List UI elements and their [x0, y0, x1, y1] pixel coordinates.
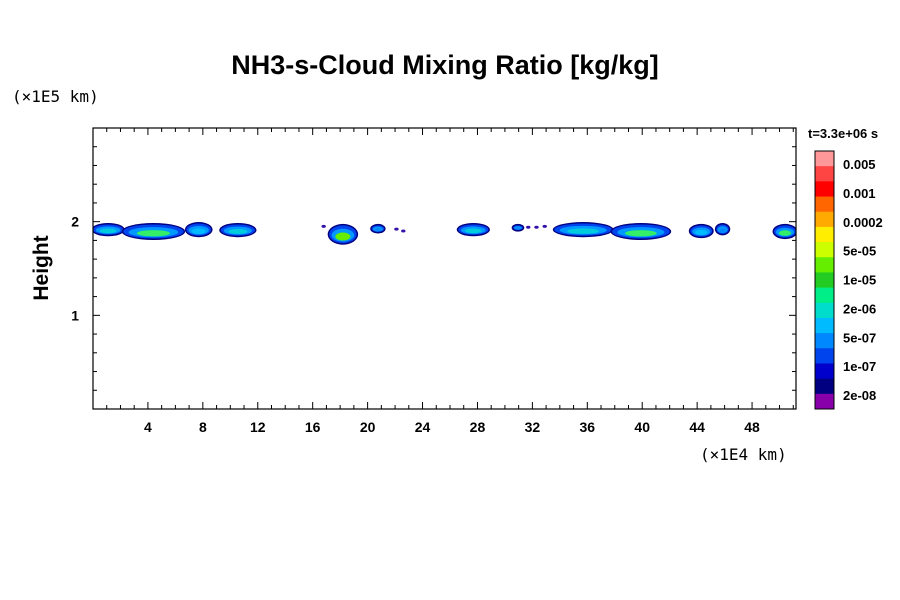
cloud-speck-6	[542, 224, 547, 228]
x-tick-label: 44	[689, 419, 705, 435]
time-label: t=3.3e+06 s	[808, 126, 878, 141]
colorbar-label: 0.0002	[843, 215, 883, 230]
colorbar-swatch	[815, 257, 834, 273]
x-tick-label: 12	[250, 419, 266, 435]
colorbar-label: 5e-07	[843, 330, 876, 345]
colorbar-frame	[814, 150, 835, 410]
chart-title: NH3-s-Cloud Mixing Ratio [kg/kg]	[231, 50, 659, 80]
x-axis-unit: (×1E4 km)	[700, 445, 787, 464]
colorbar-swatch	[815, 166, 834, 182]
cloud-13	[772, 223, 796, 240]
cloud-2	[121, 222, 186, 241]
cloud-5	[327, 223, 359, 245]
colorbar-swatch	[815, 317, 834, 334]
colorbar-swatch	[815, 196, 834, 213]
x-tick-label: 36	[580, 419, 596, 435]
colorbar-swatch	[815, 302, 834, 319]
cloud-speck-5	[534, 225, 539, 229]
cloud-6	[370, 223, 386, 234]
cloud-layer	[93, 222, 796, 245]
colorbar-label: 0.001	[843, 186, 876, 201]
colorbar-label: 2e-06	[843, 301, 876, 316]
x-tick-label: 20	[360, 419, 376, 435]
colorbar-swatch	[815, 363, 834, 380]
x-tick-label: 48	[744, 419, 760, 435]
colorbar-swatch	[815, 211, 834, 228]
colorbar-label: 1e-05	[843, 273, 876, 288]
cloud-speck-3	[401, 229, 406, 233]
colorbar-label: 0.005	[843, 157, 876, 172]
x-tick-label: 28	[470, 419, 486, 435]
y-axis-label: Height	[30, 235, 53, 300]
cloud-speck-1	[321, 224, 326, 228]
x-tick-label: 8	[199, 419, 207, 435]
x-tick-label: 40	[634, 419, 650, 435]
cloud-12	[714, 222, 731, 236]
cloud-1	[93, 222, 125, 237]
x-tick-label: 24	[415, 419, 431, 435]
colorbar-label: 2e-08	[843, 388, 876, 403]
colorbar-swatch	[815, 242, 834, 258]
cloud-8	[511, 223, 525, 232]
colorbar-label: 1e-07	[843, 359, 876, 374]
cloud-3	[184, 222, 213, 238]
colorbar-swatch	[815, 287, 834, 304]
x-axis: 4 8 12 16 20 24 28 32 36 40 44 48	[106, 128, 794, 435]
y-axis-unit: (×1E5 km)	[12, 87, 99, 106]
colorbar-swatch	[815, 151, 834, 167]
x-tick-label: 16	[305, 419, 321, 435]
y-tick-label: 2	[71, 214, 79, 230]
colorbar-swatch	[815, 181, 834, 198]
colorbar-swatch	[815, 378, 834, 395]
x-tick-label: 4	[144, 419, 152, 435]
colorbar-swatch	[815, 226, 834, 243]
cloud-speck-2	[394, 227, 399, 231]
plot-frame	[92, 127, 797, 410]
colorbar-swatch	[815, 272, 834, 289]
cloud-10	[610, 222, 672, 241]
x-tick-label: 32	[525, 419, 541, 435]
cloud-4	[219, 222, 257, 238]
cloud-11	[688, 223, 714, 239]
cloud-7	[456, 222, 490, 237]
colorbar-swatch	[815, 348, 834, 364]
colorbar-swatch	[815, 393, 834, 410]
cloud-9	[552, 222, 614, 238]
colorbar-swatch	[815, 333, 834, 349]
colorbar-label: 5e-05	[843, 244, 876, 259]
y-axis: 12	[71, 146, 796, 391]
cloud-speck-4	[526, 225, 531, 229]
y-tick-label: 1	[71, 307, 79, 323]
colorbar: 0.005 0.001 0.0002 5e-05 1e-05 2e-06 5e-07 1e-0…	[814, 150, 883, 410]
